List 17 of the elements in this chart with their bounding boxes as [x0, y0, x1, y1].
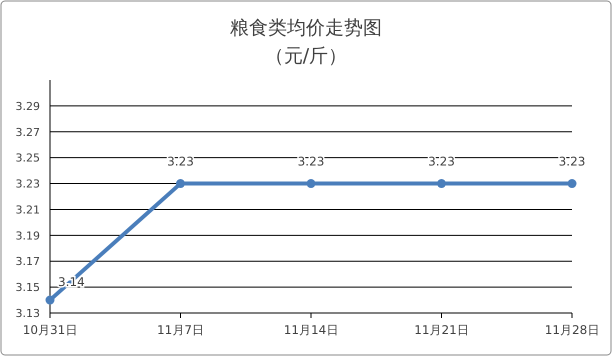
- y-tick-label: 3.15: [16, 281, 40, 294]
- y-tick-label: 3.27: [16, 126, 40, 139]
- x-tick-label: 10月31日: [22, 323, 78, 337]
- chart-subtitle: （元/斤）: [264, 45, 348, 67]
- y-tick-label: 3.17: [16, 255, 40, 268]
- x-tick-label: 11月21日: [414, 323, 469, 337]
- y-tick-label: 3.19: [16, 229, 40, 242]
- x-tick-label: 11月28日: [544, 323, 600, 337]
- y-tick-label: 3.21: [16, 203, 40, 216]
- y-tick-label: 3.13: [16, 307, 40, 320]
- x-tick-label: 11月14日: [284, 323, 338, 337]
- y-tick-label: 3.25: [16, 152, 40, 165]
- data-label: 3.23: [558, 154, 586, 169]
- x-tick-label: 11月7日: [157, 323, 204, 337]
- y-tick-label: 3.23: [16, 178, 40, 191]
- y-tick-label: 3.29: [16, 100, 40, 113]
- chart-title: 粮食类均价走势图: [230, 17, 382, 39]
